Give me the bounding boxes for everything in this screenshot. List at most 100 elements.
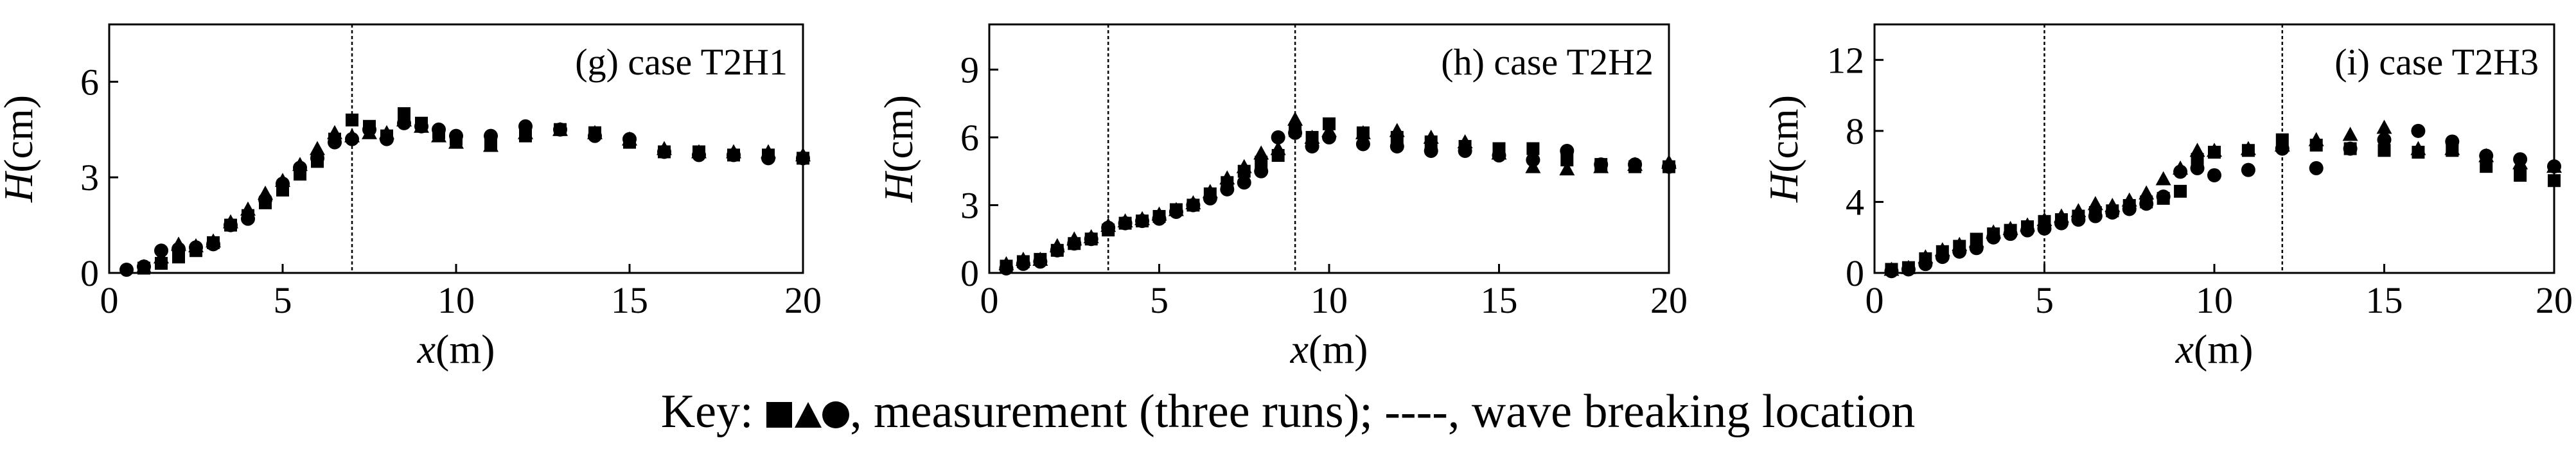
data-point-circle <box>1271 130 1285 144</box>
data-point-circle <box>1033 254 1048 269</box>
data-point-circle <box>189 240 203 255</box>
data-point-circle <box>1305 139 1319 153</box>
data-point-triangle <box>1457 134 1473 148</box>
x-tick-label: 0 <box>980 279 999 321</box>
data-point-circle <box>258 192 272 207</box>
x-tick-label: 10 <box>1310 279 1348 321</box>
data-point-circle <box>172 241 186 256</box>
data-point-circle <box>1969 241 1984 256</box>
data-point-triangle <box>2342 127 2358 141</box>
data-point-circle <box>999 261 1014 275</box>
panel-title: (h) case T2H2 <box>1441 41 1654 83</box>
data-point-circle <box>2088 209 2103 223</box>
data-point-circle <box>1594 157 1609 172</box>
data-point-square <box>346 113 358 127</box>
data-point-triangle <box>1253 145 1269 160</box>
data-point-triangle <box>1219 170 1235 185</box>
data-point-circle <box>1389 139 1404 153</box>
y-tick-label: 0 <box>80 252 99 294</box>
x-tick-label: 5 <box>274 279 292 321</box>
data-point-circle <box>622 132 637 146</box>
data-point-triangle <box>2070 203 2086 218</box>
data-point-circle <box>2513 152 2528 167</box>
data-point-triangle <box>483 137 498 152</box>
data-point-circle <box>397 116 411 130</box>
x-tick-label: 15 <box>611 279 648 321</box>
data-point-circle <box>518 119 533 134</box>
data-point-triangle <box>2087 196 2103 211</box>
data-point-circle <box>2411 123 2426 138</box>
data-point-circle <box>2139 197 2154 211</box>
data-point-triangle <box>1270 141 1286 155</box>
data-point-triangle <box>2036 212 2052 227</box>
data-point-triangle <box>1304 129 1320 144</box>
data-point-circle <box>1135 214 1150 229</box>
data-point-circle <box>2071 213 2086 227</box>
y-tick-label: 6 <box>960 117 979 159</box>
data-point-circle <box>380 132 394 146</box>
data-point-square <box>2174 184 2187 198</box>
data-point-square <box>2480 160 2493 173</box>
y-axis-title: H(cm) <box>0 95 41 203</box>
data-point-triangle <box>2139 185 2155 200</box>
data-point-circle <box>2003 227 2018 241</box>
data-point-circle <box>1322 130 1336 144</box>
data-point-circle <box>137 259 151 274</box>
data-point-triangle <box>1559 161 1575 176</box>
data-point-circle <box>1901 262 1916 277</box>
panel-i: 0 5 10 15 20 0 4 8 12 x(m) H(cm) (i) case T2H3 <box>1761 23 2573 372</box>
data-point-circle <box>588 128 602 143</box>
data-point-circle <box>293 161 307 175</box>
x-tick-label: 20 <box>1650 279 1688 321</box>
data-point-triangle <box>2240 141 2256 155</box>
y-tick-label: 0 <box>1846 252 1864 294</box>
data-point-circle <box>1169 205 1183 220</box>
data-point-circle <box>224 218 238 232</box>
y-axis-title: H(cm) <box>876 95 921 203</box>
data-point-triangle <box>1236 159 1252 173</box>
data-point-circle <box>1220 182 1235 197</box>
data-point-triangle <box>2308 132 2324 146</box>
data-point-square <box>2548 174 2561 188</box>
data-point-circle <box>206 237 220 252</box>
key-triangle-marker <box>795 402 822 428</box>
key-circle-marker <box>822 401 850 429</box>
y-tick-label: 12 <box>1827 39 1864 81</box>
y-tick-label: 3 <box>80 157 99 198</box>
data-point-circle <box>553 122 567 137</box>
key-dash-symbol: ---- <box>1384 385 1448 438</box>
x-tick-label: 5 <box>1150 279 1169 321</box>
data-point-triangle <box>310 141 325 155</box>
y-tick-label: 3 <box>960 184 979 226</box>
key-marker-symbols <box>766 401 850 429</box>
data-point-circle <box>2547 159 2561 174</box>
data-point-circle <box>2156 189 2171 204</box>
panel-h: 0 5 10 15 20 0 3 6 9 x(m) H(cm) (h) case T2H2 <box>876 23 1688 372</box>
data-point-circle <box>119 263 134 277</box>
data-point-circle <box>1101 220 1116 235</box>
data-point-triangle <box>240 201 256 216</box>
data-point-square <box>1526 142 1540 155</box>
data-point-triangle <box>2121 192 2137 207</box>
data-point-circle <box>2037 221 2052 236</box>
data-point-square <box>2378 144 2391 157</box>
data-point-circle <box>2122 202 2137 216</box>
x-tick-label: 15 <box>2366 279 2403 321</box>
data-point-circle <box>657 144 671 159</box>
data-point-circle <box>362 122 376 137</box>
x-tick-label: 20 <box>784 279 822 321</box>
y-axis-title: H(cm) <box>1761 95 1806 203</box>
data-point-triangle <box>1389 123 1405 137</box>
data-point-circle <box>1492 148 1506 163</box>
data-point-circle <box>1050 243 1064 258</box>
x-tick-label: 15 <box>1481 279 1518 321</box>
data-point-circle <box>2309 161 2324 175</box>
data-point-circle <box>1918 257 1933 272</box>
data-point-circle <box>432 122 446 137</box>
x-tick-label: 0 <box>1866 279 1884 321</box>
key-measurement-text: , measurement (three runs); <box>850 385 1385 438</box>
data-point-circle <box>2190 161 2205 175</box>
data-point-circle <box>1084 232 1098 247</box>
data-point-circle <box>449 128 463 143</box>
